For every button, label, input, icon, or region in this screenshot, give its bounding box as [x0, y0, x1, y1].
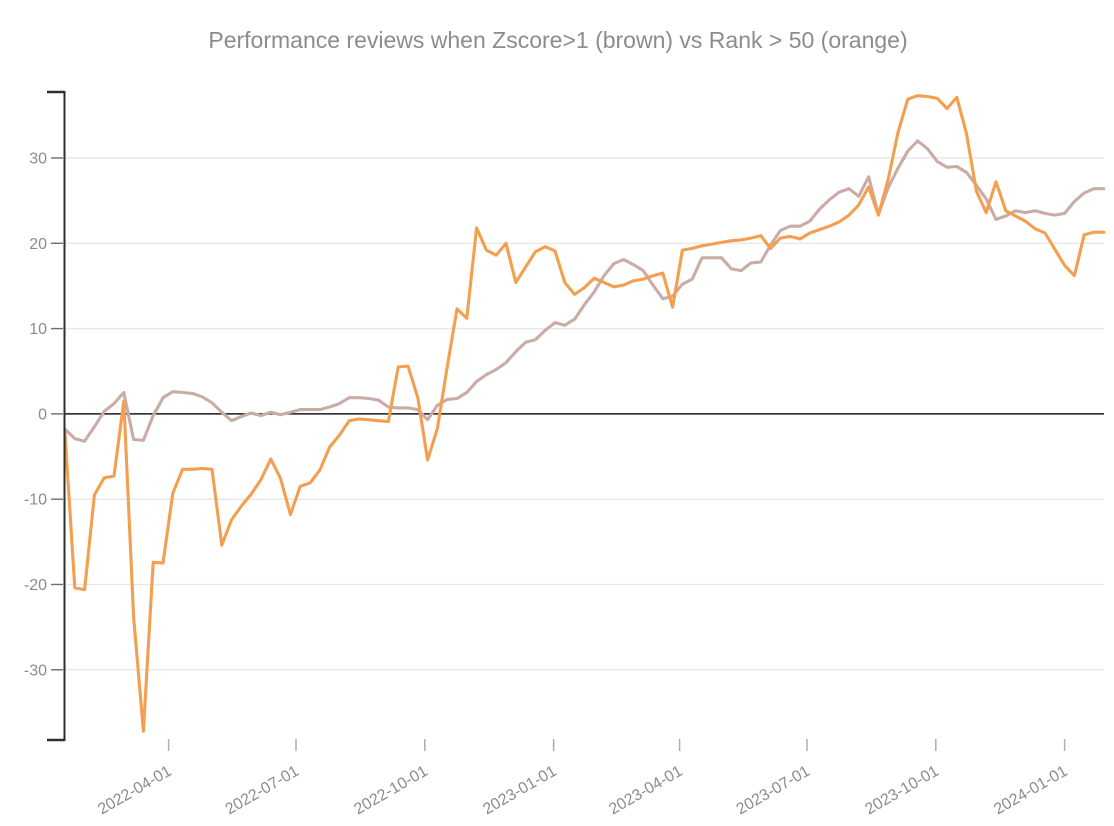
x-tick-label-2023-10-01: 2023-10-01 — [862, 763, 941, 819]
y-tick-label-10: 10 — [29, 321, 47, 338]
gridlines — [66, 157, 1104, 671]
series-lines — [63, 94, 1106, 733]
x-tick-label-2022-07-01: 2022-07-01 — [223, 763, 302, 819]
chart-title: Performance reviews when Zscore>1 (brown… — [208, 27, 907, 53]
x-tick-label-2022-10-01: 2022-10-01 — [351, 763, 430, 819]
y-tick-label-20: 20 — [29, 236, 47, 253]
x-tick-label-2023-07-01: 2023-07-01 — [734, 763, 813, 819]
x-tick-label-2022-04-01: 2022-04-01 — [95, 763, 174, 819]
y-tick-label--10: -10 — [24, 492, 47, 509]
y-axis: 30 20 10 0 -10 -20 -30 — [24, 90, 66, 742]
series-line-orange — [63, 94, 1106, 733]
y-tick-label-30: 30 — [29, 150, 47, 167]
y-tick-label-0: 0 — [38, 406, 47, 423]
x-tick-label-2023-04-01: 2023-04-01 — [606, 763, 685, 819]
y-tick-label--20: -20 — [24, 577, 47, 594]
y-tick-label--30: -30 — [24, 662, 47, 679]
series-line-brown — [63, 139, 1106, 443]
x-tick-label-2024-01-01: 2024-01-01 — [991, 763, 1070, 819]
x-tick-label-2023-01-01: 2023-01-01 — [480, 763, 559, 819]
x-axis: 2022-04-01 2022-07-01 2022-10-01 2023-01-01… — [95, 739, 1071, 819]
